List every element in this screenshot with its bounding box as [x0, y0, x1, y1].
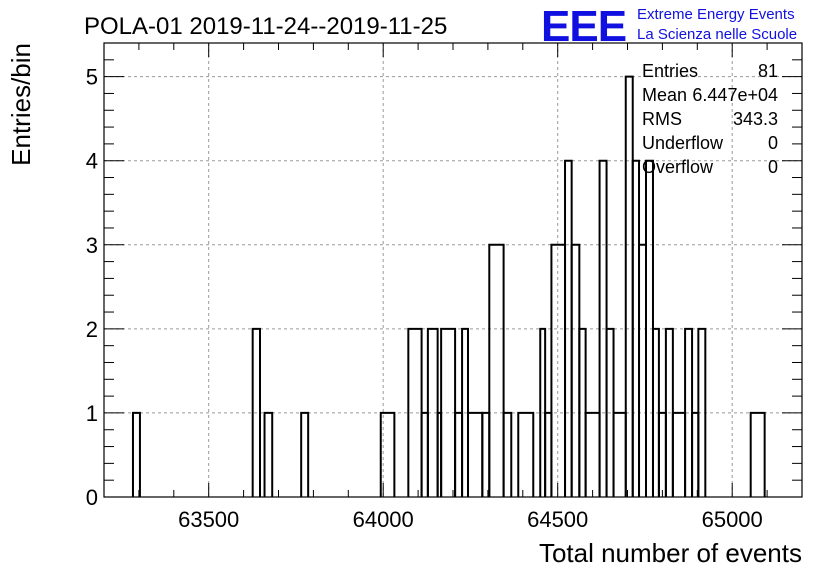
histogram-bin: [550, 243, 567, 497]
x-axis-label: Total number of events: [539, 538, 802, 568]
stats-value: 6.447e+04: [692, 85, 778, 105]
histogram-bin: [300, 411, 310, 497]
y-tick-label: 5: [86, 65, 98, 90]
y-tick-label: 1: [86, 401, 98, 426]
axis-ticks: [103, 42, 803, 498]
stats-label: Entries: [642, 61, 698, 81]
histogram-bin: [488, 243, 505, 497]
x-axis-tick-labels: 63500 64000 64500 65000: [178, 507, 763, 532]
histogram-bin: [481, 411, 491, 497]
y-axis-tick-labels: 0 1 2 3 4 5: [86, 65, 98, 510]
chart-title: POLA-01 2019-11-24--2019-11-25: [84, 13, 447, 40]
histogram-bin: [502, 411, 513, 497]
x-tick-label: 64500: [527, 507, 588, 532]
x-tick-label: 63500: [178, 507, 239, 532]
histogram-bin: [624, 75, 634, 497]
histogram-bin: [517, 411, 535, 497]
stats-label: RMS: [642, 109, 682, 129]
histogram-bin: [454, 411, 464, 497]
x-tick-label: 64000: [353, 507, 414, 532]
stats-value: 343.3: [733, 109, 778, 129]
y-tick-label: 3: [86, 233, 98, 258]
histogram-bin: [697, 327, 707, 497]
histogram-bin: [467, 411, 484, 497]
stats-label: Overflow: [642, 157, 714, 177]
histogram-bin: [263, 411, 274, 497]
histogram-bin: [671, 411, 687, 497]
histogram-bin: [131, 411, 141, 497]
stats-box: Entries 81 Mean 6.447e+04 RMS 343.3 Underflow 0…: [642, 61, 778, 177]
histogram-bin: [570, 243, 581, 497]
y-tick-label: 0: [86, 485, 98, 510]
y-tick-label: 2: [86, 317, 98, 342]
y-axis-label: Entries/bin: [6, 43, 36, 166]
histogram-bin: [379, 411, 396, 497]
x-tick-label: 65000: [702, 507, 763, 532]
stats-value: 81: [758, 61, 778, 81]
histogram-bin: [638, 243, 647, 497]
stats-value: 0: [768, 157, 778, 177]
logo-mark: EEE: [541, 2, 626, 51]
stats-value: 0: [768, 133, 778, 153]
histogram-bin: [612, 411, 627, 497]
stats-label: Underflow: [642, 133, 724, 153]
histogram-bins: [131, 75, 766, 497]
histogram-bin: [584, 411, 601, 497]
grid: [104, 43, 802, 497]
logo-line-2: La Scienza nelle Scuole: [637, 26, 797, 43]
stats-label: Mean: [642, 85, 687, 105]
y-tick-label: 4: [86, 149, 98, 174]
eee-logo: EEE Extreme Energy Events La Scienza nel…: [541, 2, 797, 51]
histogram-bin: [251, 327, 262, 497]
logo-line-1: Extreme Energy Events: [637, 6, 795, 23]
histogram-bin: [749, 411, 766, 497]
histogram-bin: [657, 411, 667, 497]
